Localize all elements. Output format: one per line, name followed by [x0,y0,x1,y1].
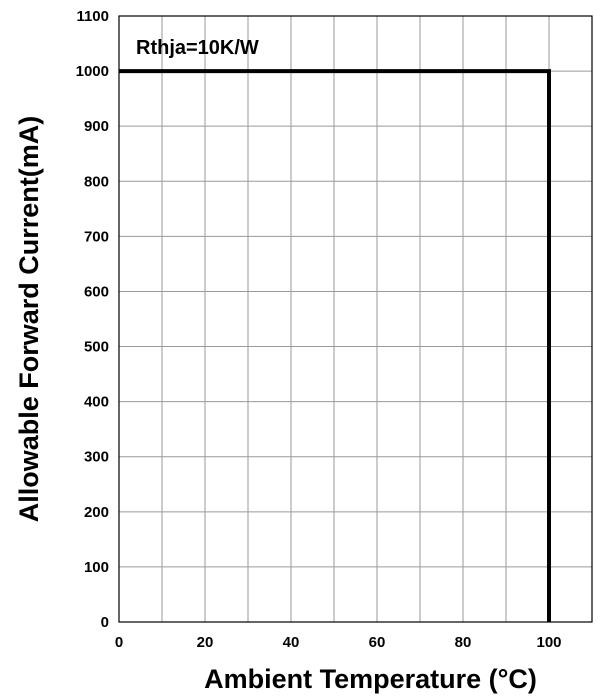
y-tick-label: 400 [84,394,109,411]
y-tick-label: 1000 [76,63,109,80]
x-tick-label: 40 [283,634,300,651]
series-layer [119,69,551,622]
y-tick-label: 100 [84,559,109,576]
x-tick-label: 0 [115,634,123,651]
series-line [119,69,551,622]
y-tick-label: 800 [84,173,109,190]
x-tick-label: 60 [369,634,386,651]
y-tick-label: 1100 [76,8,109,25]
y-tick-label: 600 [84,283,109,300]
tick-labels: 0 20 40 60 80 1000100200300400500600700800900… [76,8,562,651]
x-axis-title: Ambient Temperature (°C) [204,664,537,694]
y-tick-label: 700 [84,228,109,245]
y-tick-label: 500 [84,339,109,356]
y-tick-label: 200 [84,504,109,521]
y-tick-label: 900 [84,118,109,135]
x-tick-label: 20 [197,634,214,651]
y-axis-title: Allowable Forward Current(mA) [14,116,44,523]
x-tick-label: 100 [536,634,561,651]
x-tick-label: 80 [455,634,472,651]
plot-area-frame [118,15,593,623]
y-tick-label: 300 [84,449,109,466]
y-tick-label: 0 [101,614,109,631]
grid-lines [119,16,592,622]
annotation-rthja: Rthja=10K/W [136,37,259,59]
